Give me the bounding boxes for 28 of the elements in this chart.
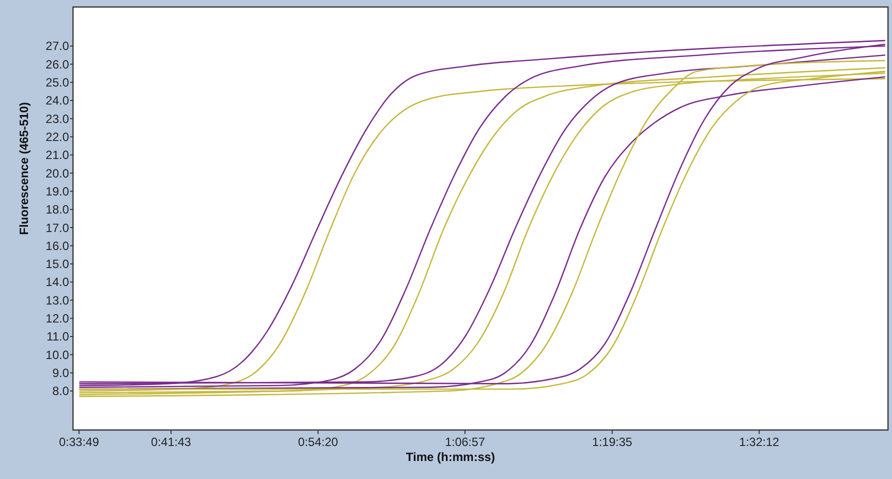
y-tick-label: 18.0 [46,202,70,217]
x-tick-label: 1:32:12 [739,435,780,449]
y-tick-label: 12.0 [46,312,70,326]
y-tick-label: 27.0 [46,39,70,54]
y-tick-label: 21.0 [46,148,70,162]
y-axis-title: Fluorescence (465-510) [17,102,31,235]
y-tick-label: 16.0 [46,238,70,253]
y-tick-label: 19.0 [46,184,70,198]
x-tick-label: 0:41:43 [151,435,192,449]
y-tick-label: 26.0 [46,57,70,72]
y-tick-label: 20.0 [46,166,70,180]
y-tick-label: 9.0 [52,366,70,380]
y-tick-label: 24.0 [46,94,70,108]
y-tick-label: 15.0 [46,257,70,272]
x-tick-label: 0:33:49 [58,435,100,449]
x-tick-label: 0:54:20 [298,435,338,449]
y-tick-label: 22.0 [46,130,70,144]
x-tick-label: 1:06:57 [444,435,486,449]
y-tick-label: 25.0 [46,76,70,90]
y-tick-label: 23.0 [46,112,70,126]
y-tick-label: 11.0 [46,330,70,344]
y-tick-label: 10.0 [46,348,70,362]
y-tick-label: 13.0 [46,293,70,308]
x-axis-title: Time (h:mm:ss) [406,450,496,464]
x-tick-label: 1:19:35 [592,435,633,449]
y-tick-label: 14.0 [46,275,70,290]
y-tick-label: 17.0 [46,220,70,235]
y-tick-label: 8.0 [52,384,70,398]
